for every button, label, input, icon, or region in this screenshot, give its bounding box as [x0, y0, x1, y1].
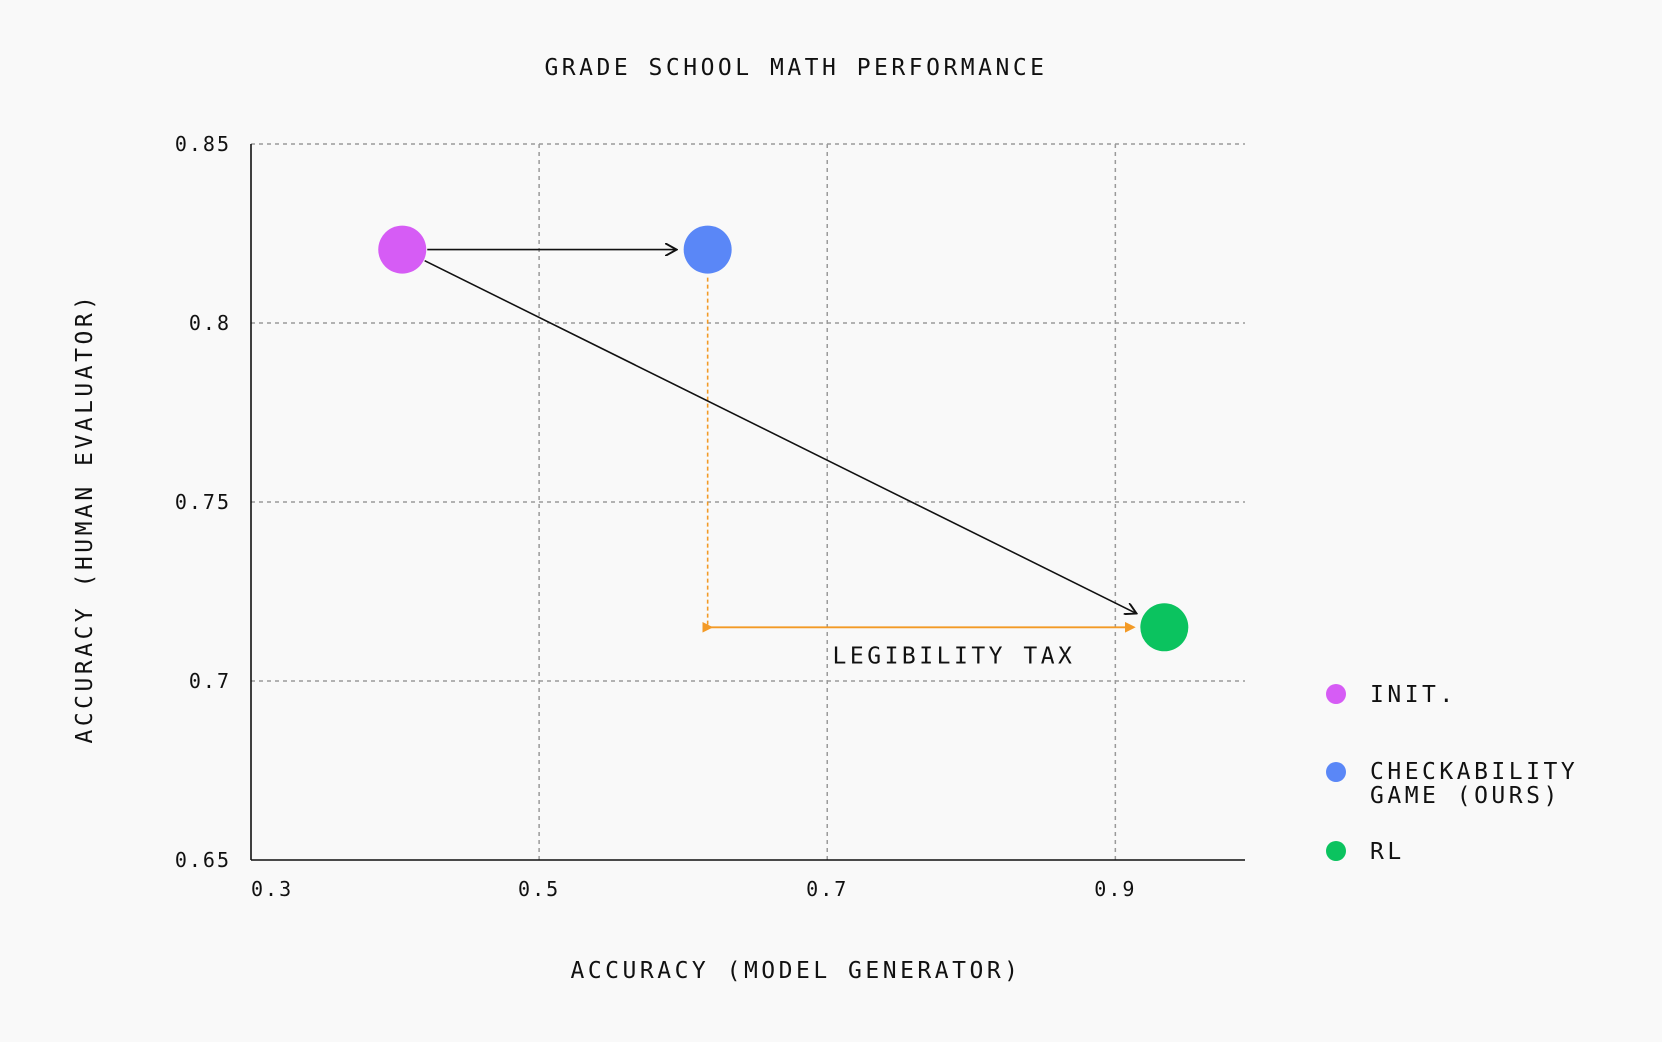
legend-label: CHECKABILITY GAME (OURS) — [1370, 759, 1578, 809]
legend-label: RL — [1370, 839, 1405, 865]
legend-label: INIT. — [1370, 682, 1457, 708]
grid — [251, 143, 1245, 860]
legend-item-init: INIT. — [1326, 682, 1457, 708]
x-tick-label: 0.7 — [806, 877, 848, 901]
x-tick-labels: 0.3 0.5 0.7 0.9 — [251, 877, 1136, 901]
x-axis-label: ACCURACY (MODEL GENERATOR) — [570, 958, 1021, 984]
point-init — [378, 225, 427, 274]
point-rl — [1140, 603, 1189, 652]
y-tick-label: 0.75 — [175, 490, 231, 514]
axes — [250, 144, 1245, 861]
y-tick-label: 0.8 — [189, 311, 231, 335]
legibility-tax-annotation: LEGIBILITY TAX — [702, 277, 1136, 669]
legend-swatch — [1326, 841, 1346, 861]
y-tick-label: 0.85 — [175, 132, 231, 156]
y-axis-label: ACCURACY (HUMAN EVALUATOR) — [72, 292, 98, 743]
data-points — [378, 225, 1189, 652]
x-tick-label: 0.5 — [518, 877, 560, 901]
legend: INIT. CHECKABILITY GAME (OURS) RL — [1326, 682, 1578, 865]
arrows — [424, 250, 1137, 614]
x-tick-label: 0.9 — [1094, 877, 1136, 901]
legend-swatch — [1326, 762, 1346, 782]
point-checkability-game-ours — [683, 225, 732, 274]
legend-swatch — [1326, 684, 1346, 704]
legend-item-checkability-game-ours: CHECKABILITY GAME (OURS) — [1326, 759, 1578, 809]
y-tick-label: 0.65 — [175, 848, 231, 872]
y-tick-labels: 0.85 0.8 0.75 0.7 0.65 — [175, 132, 231, 872]
y-tick-label: 0.7 — [189, 669, 231, 693]
legibility-tax-label: LEGIBILITY TAX — [833, 643, 1076, 669]
legend-item-rl: RL — [1326, 839, 1405, 865]
arrow-init-to-rl — [424, 259, 1137, 614]
chart-title: GRADE SCHOOL MATH PERFORMANCE — [544, 55, 1047, 81]
x-tick-label: 0.3 — [251, 877, 293, 901]
